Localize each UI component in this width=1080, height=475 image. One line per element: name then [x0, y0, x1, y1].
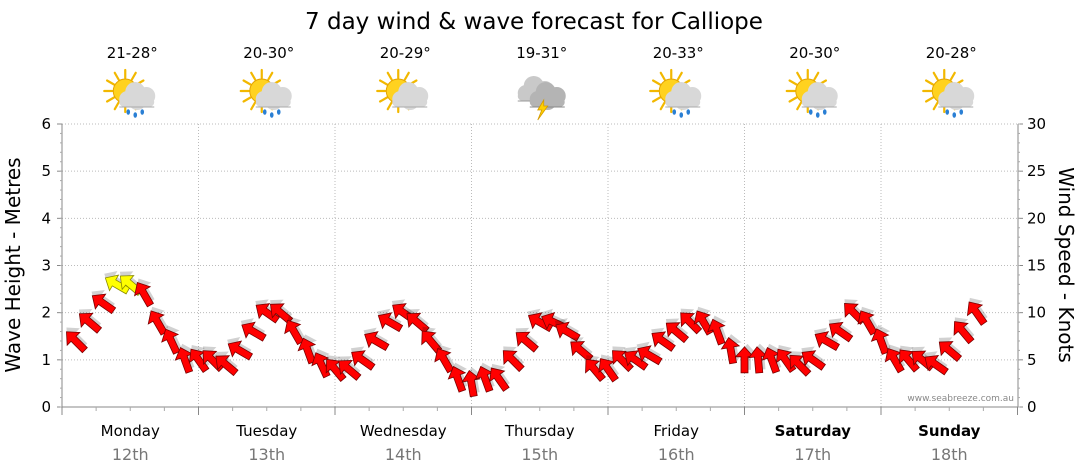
wind-arrow — [91, 289, 117, 315]
wind-arrow — [161, 325, 182, 355]
sun-cloud-rain-icon — [649, 68, 702, 118]
day-forecast-header: 21-28° 20-30° 20-29° 19-31° 20-33° 20-30° 20-2… — [103, 44, 977, 121]
wind-arrow — [814, 327, 840, 352]
day-temp-range: 21-28° — [107, 44, 158, 62]
wind-arrow — [134, 278, 155, 308]
wind-speed-axis: 0 5 10 15 20 25 30 — [1018, 115, 1046, 416]
day-label: Monday — [101, 422, 160, 440]
right-tick-label: 20 — [1027, 209, 1046, 227]
wind-arrow — [953, 317, 975, 345]
wind-arrow — [693, 306, 715, 336]
wind-arrow — [66, 327, 88, 354]
wind-arrow — [651, 327, 676, 352]
wave-height-axis: 0 1 2 3 4 5 6 — [41, 115, 62, 416]
wind-arrow — [707, 315, 727, 346]
day-label: Saturday — [775, 422, 852, 440]
wind-arrow — [570, 337, 594, 363]
wind-arrow — [297, 334, 318, 365]
right-tick-label: 5 — [1027, 351, 1037, 369]
wind-arrow — [585, 355, 606, 383]
wind-arrow — [377, 308, 404, 333]
right-axis-label: Wind Speed - Knots — [1054, 167, 1078, 363]
storm-cloud-icon — [517, 76, 566, 121]
left-axis-label: Wave Height - Metres — [1, 157, 25, 372]
sun-cloud-icon — [376, 68, 429, 114]
right-tick-label: 25 — [1027, 162, 1046, 180]
right-tick-label: 30 — [1027, 115, 1046, 133]
day-temp-range: 19-31° — [516, 44, 567, 62]
wind-arrow — [966, 297, 988, 326]
chart-title: 7 day wind & wave forecast for Calliope — [305, 9, 763, 35]
wind-arrow — [540, 308, 568, 332]
date-label: 18th — [931, 445, 968, 464]
left-tick-label: 4 — [41, 209, 51, 227]
wind-arrow — [363, 327, 390, 352]
wind-arrow — [636, 341, 663, 366]
sun-cloud-rain-icon — [103, 68, 156, 118]
wind-arrow — [924, 351, 949, 376]
date-label: 12th — [112, 445, 149, 464]
wind-arrow — [338, 356, 362, 381]
right-tick-label: 0 — [1027, 398, 1037, 416]
left-tick-label: 5 — [41, 162, 51, 180]
day-temp-range: 20-28° — [926, 44, 977, 62]
wind-arrow — [515, 327, 539, 353]
day-label: Sunday — [918, 422, 981, 440]
date-label: 17th — [794, 445, 831, 464]
date-label: 16th — [658, 445, 695, 464]
date-label: 15th — [521, 445, 558, 464]
wind-arrow — [434, 344, 455, 374]
chart-grid — [61, 123, 1019, 408]
sun-cloud-rain-icon — [922, 68, 975, 118]
day-label: Friday — [654, 422, 700, 440]
wind-arrow — [828, 318, 854, 343]
left-tick-label: 6 — [41, 115, 51, 133]
wind-arrow — [489, 363, 510, 392]
wind-arrow — [350, 346, 376, 371]
day-label: Wednesday — [360, 422, 447, 440]
day-label: Tuesday — [235, 422, 297, 440]
wind-arrow — [215, 351, 239, 377]
right-tick-label: 15 — [1027, 257, 1046, 275]
day-label: Thursday — [504, 422, 575, 440]
wind-arrow — [284, 316, 305, 346]
day-temp-range: 20-30° — [789, 44, 840, 62]
wind-arrow — [761, 343, 782, 374]
wind-arrow — [870, 324, 891, 355]
left-tick-label: 3 — [41, 257, 51, 275]
x-axis-day-labels: Monday 12th Tuesday 13th Wednesday 14th Thursd… — [61, 407, 1018, 464]
wind-arrow — [801, 346, 826, 371]
date-label: 14th — [385, 445, 422, 464]
sun-cloud-rain-icon — [785, 68, 838, 118]
wind-arrows — [66, 270, 988, 398]
wind-arrow — [240, 318, 267, 342]
wind-arrow — [938, 337, 963, 363]
wind-arrow — [502, 346, 525, 373]
left-tick-label: 2 — [41, 304, 51, 322]
wind-arrow — [227, 337, 254, 361]
left-tick-label: 1 — [41, 351, 51, 369]
sun-cloud-rain-icon — [239, 68, 292, 118]
wind-arrow — [857, 306, 878, 336]
day-temp-range: 20-29° — [380, 44, 431, 62]
wind-arrow — [474, 362, 495, 393]
wind-arrow — [554, 318, 581, 342]
day-temp-range: 20-30° — [243, 44, 294, 62]
wind-arrow — [406, 309, 430, 334]
wind-arrow — [78, 309, 103, 334]
credit-text: www.seabreeze.com.au — [907, 394, 1014, 404]
wind-arrow — [680, 308, 703, 335]
day-temp-range: 20-33° — [653, 44, 704, 62]
wind-arrow — [720, 334, 742, 365]
date-label: 13th — [248, 445, 285, 464]
wind-arrow — [665, 318, 690, 344]
left-tick-label: 0 — [41, 398, 51, 416]
right-tick-label: 10 — [1027, 304, 1046, 322]
